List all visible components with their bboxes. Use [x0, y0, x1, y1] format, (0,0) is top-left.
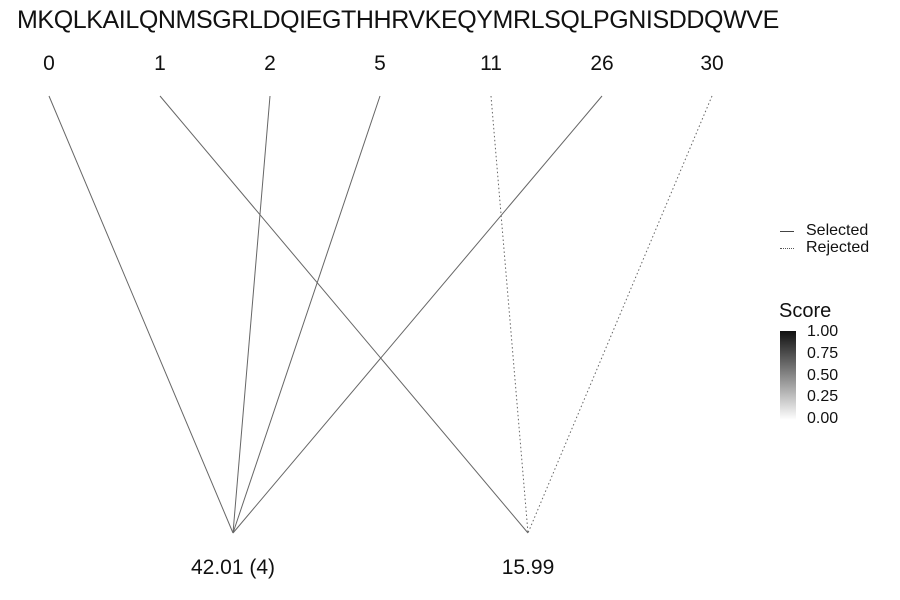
- position-label-5: 5: [374, 52, 386, 75]
- link-2-selected: [232, 95, 271, 534]
- legend-rejected-label: Rejected: [806, 239, 870, 256]
- result-label: 15.99: [501, 556, 555, 579]
- rejected-line-swatch: [780, 247, 794, 249]
- score-tick: 0.25: [807, 388, 839, 405]
- selected-line-swatch: [780, 230, 794, 232]
- legend-rejected: Rejected: [780, 239, 869, 257]
- link-30-rejected: [527, 95, 713, 534]
- legend-selected-label: Selected: [806, 222, 869, 239]
- position-label-0: 0: [43, 52, 55, 75]
- position-label-2: 2: [264, 52, 276, 75]
- position-label-1: 1: [154, 52, 166, 75]
- score-colorbar: [780, 331, 796, 420]
- score-legend-title: Score: [779, 300, 832, 322]
- link-11-rejected: [490, 95, 529, 534]
- position-label-11: 11: [480, 52, 502, 75]
- score-tick: 0.50: [807, 367, 839, 384]
- sequence-text: MKQLKAILQNMSGRLDQIEGTHHRVKEQYMRLSQLPGNIS…: [17, 6, 779, 34]
- score-tick: 1.00: [807, 323, 839, 340]
- score-tick: 0.75: [807, 345, 839, 362]
- position-label-30: 30: [700, 52, 724, 75]
- legend-selected: Selected: [780, 222, 868, 240]
- position-label-26: 26: [590, 52, 614, 75]
- link-0-selected: [48, 95, 234, 534]
- link-1-selected: [159, 95, 529, 534]
- score-tick: 0.00: [807, 410, 839, 427]
- result-label: 42.01 (4): [190, 556, 276, 579]
- link-26-selected: [232, 95, 603, 534]
- link-5-selected: [232, 95, 381, 534]
